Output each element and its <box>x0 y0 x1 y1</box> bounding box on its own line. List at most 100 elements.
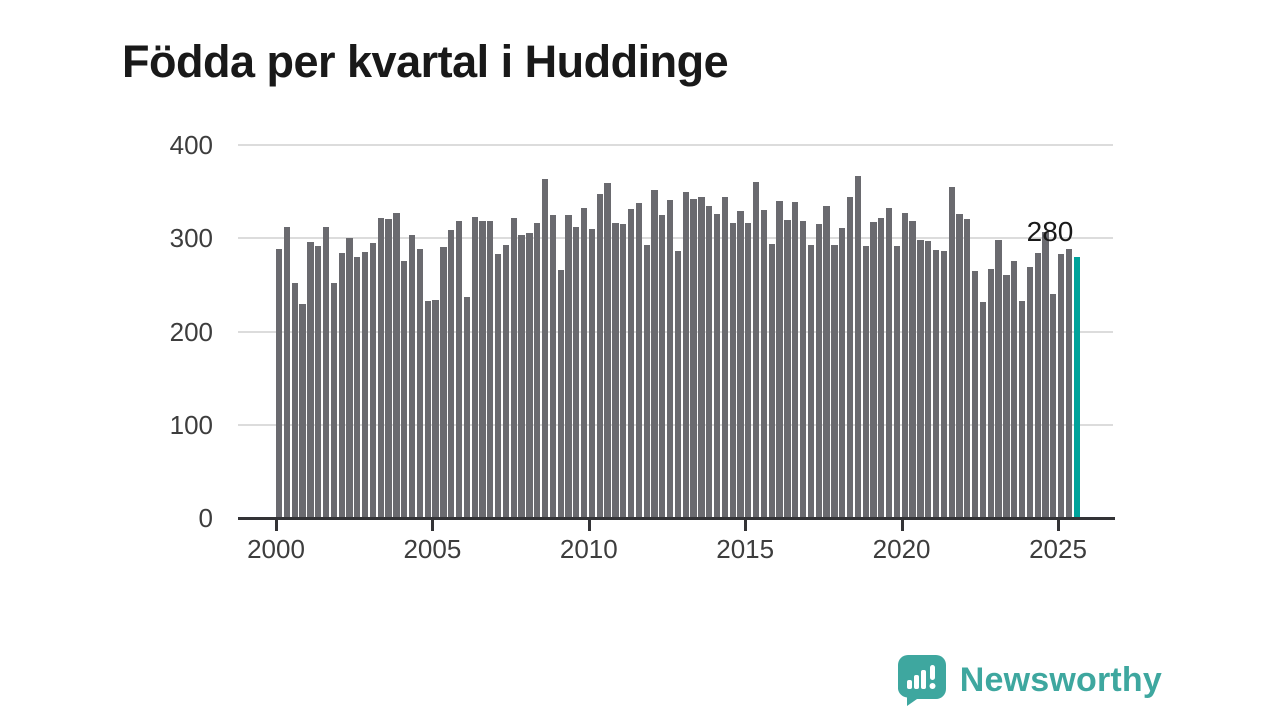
bar <box>479 220 486 518</box>
bar <box>526 232 533 518</box>
bar <box>291 283 298 518</box>
bar <box>690 199 697 518</box>
bar <box>432 299 439 518</box>
bar <box>1011 260 1018 518</box>
bar <box>901 213 908 518</box>
bar <box>1050 294 1057 518</box>
x-axis-tick-label: 2025 <box>1029 534 1087 564</box>
bar <box>776 200 783 518</box>
y-axis-tick-label: 300 <box>169 223 213 254</box>
bar <box>283 227 291 518</box>
bar <box>518 235 525 518</box>
bar <box>307 241 314 518</box>
bar <box>573 227 580 518</box>
bar <box>1065 248 1073 518</box>
gridline-300 <box>238 237 1113 240</box>
bar <box>362 252 369 518</box>
gridline-400 <box>238 144 1113 146</box>
bar <box>416 249 424 518</box>
bar <box>299 303 306 518</box>
bar <box>815 224 822 518</box>
bar <box>893 245 901 518</box>
x-axis-tick-label: 2010 <box>559 534 618 564</box>
bar <box>620 224 627 518</box>
x-axis-tick <box>744 520 748 531</box>
bar <box>385 218 392 518</box>
x-axis-tick-label: 2005 <box>403 534 462 564</box>
x-axis-tick <box>900 520 904 531</box>
bar <box>440 246 447 518</box>
bar <box>315 245 322 518</box>
bar <box>854 175 861 518</box>
bar <box>487 221 494 518</box>
highlighted-bar <box>1073 256 1080 518</box>
bar <box>1058 254 1065 518</box>
bar <box>823 205 830 518</box>
bar <box>745 223 752 518</box>
chart-title: Födda per kvartal i Huddinge <box>122 36 729 88</box>
bar <box>862 245 869 518</box>
bar <box>964 218 971 518</box>
bar <box>979 301 987 518</box>
bar <box>596 194 603 518</box>
bar <box>330 283 338 518</box>
bar <box>940 251 947 518</box>
bar <box>956 214 963 518</box>
bar <box>401 260 408 518</box>
bar <box>494 254 502 518</box>
highlight-value-label: 280 <box>1026 216 1074 247</box>
bar <box>706 205 713 518</box>
x-axis-line <box>238 517 1115 520</box>
bar <box>1042 231 1049 518</box>
bar <box>885 208 893 518</box>
bar <box>424 300 431 518</box>
logo-text: Newsworthy <box>959 660 1162 699</box>
newsworthy-logo: Newsworthy <box>897 654 1162 706</box>
bar <box>377 217 384 518</box>
bar <box>510 217 517 518</box>
bar <box>909 220 916 518</box>
bar <box>1034 253 1041 518</box>
bar <box>502 244 510 518</box>
bar <box>987 269 994 518</box>
bar <box>471 216 478 518</box>
bar <box>932 250 940 518</box>
bar <box>737 211 744 518</box>
bar <box>534 223 541 518</box>
x-axis-tick-label: 2015 <box>716 534 775 564</box>
bar <box>346 238 353 518</box>
bar <box>612 223 619 518</box>
x-axis-tick-label: 2020 <box>872 534 931 564</box>
bar <box>839 227 846 518</box>
x-axis-tick <box>587 520 591 531</box>
bar <box>698 197 705 518</box>
bar <box>721 197 729 518</box>
bar <box>338 253 345 518</box>
y-axis-tick-label: 400 <box>169 130 213 160</box>
bar <box>627 209 635 518</box>
bar <box>878 217 885 518</box>
bar <box>635 202 643 518</box>
bar <box>565 214 572 518</box>
bar <box>846 197 854 518</box>
bar <box>448 229 455 518</box>
x-axis-tick-label: 2000 <box>247 534 305 564</box>
bar <box>831 244 838 518</box>
y-axis-tick-label: 0 <box>198 503 213 533</box>
bar <box>667 200 674 518</box>
bar <box>322 227 330 518</box>
x-axis-tick <box>431 520 435 531</box>
bar <box>870 222 877 518</box>
x-axis-tick <box>1057 520 1060 531</box>
bar <box>276 249 283 518</box>
bar <box>925 241 932 518</box>
bar <box>557 269 564 518</box>
bar <box>674 251 682 518</box>
bar <box>995 240 1002 518</box>
bar <box>768 243 775 518</box>
y-axis-tick-label: 200 <box>169 316 213 347</box>
bar-chart-speech-bubble-icon <box>897 654 947 706</box>
y-axis-tick-label: 100 <box>169 409 213 440</box>
bar <box>588 228 596 518</box>
